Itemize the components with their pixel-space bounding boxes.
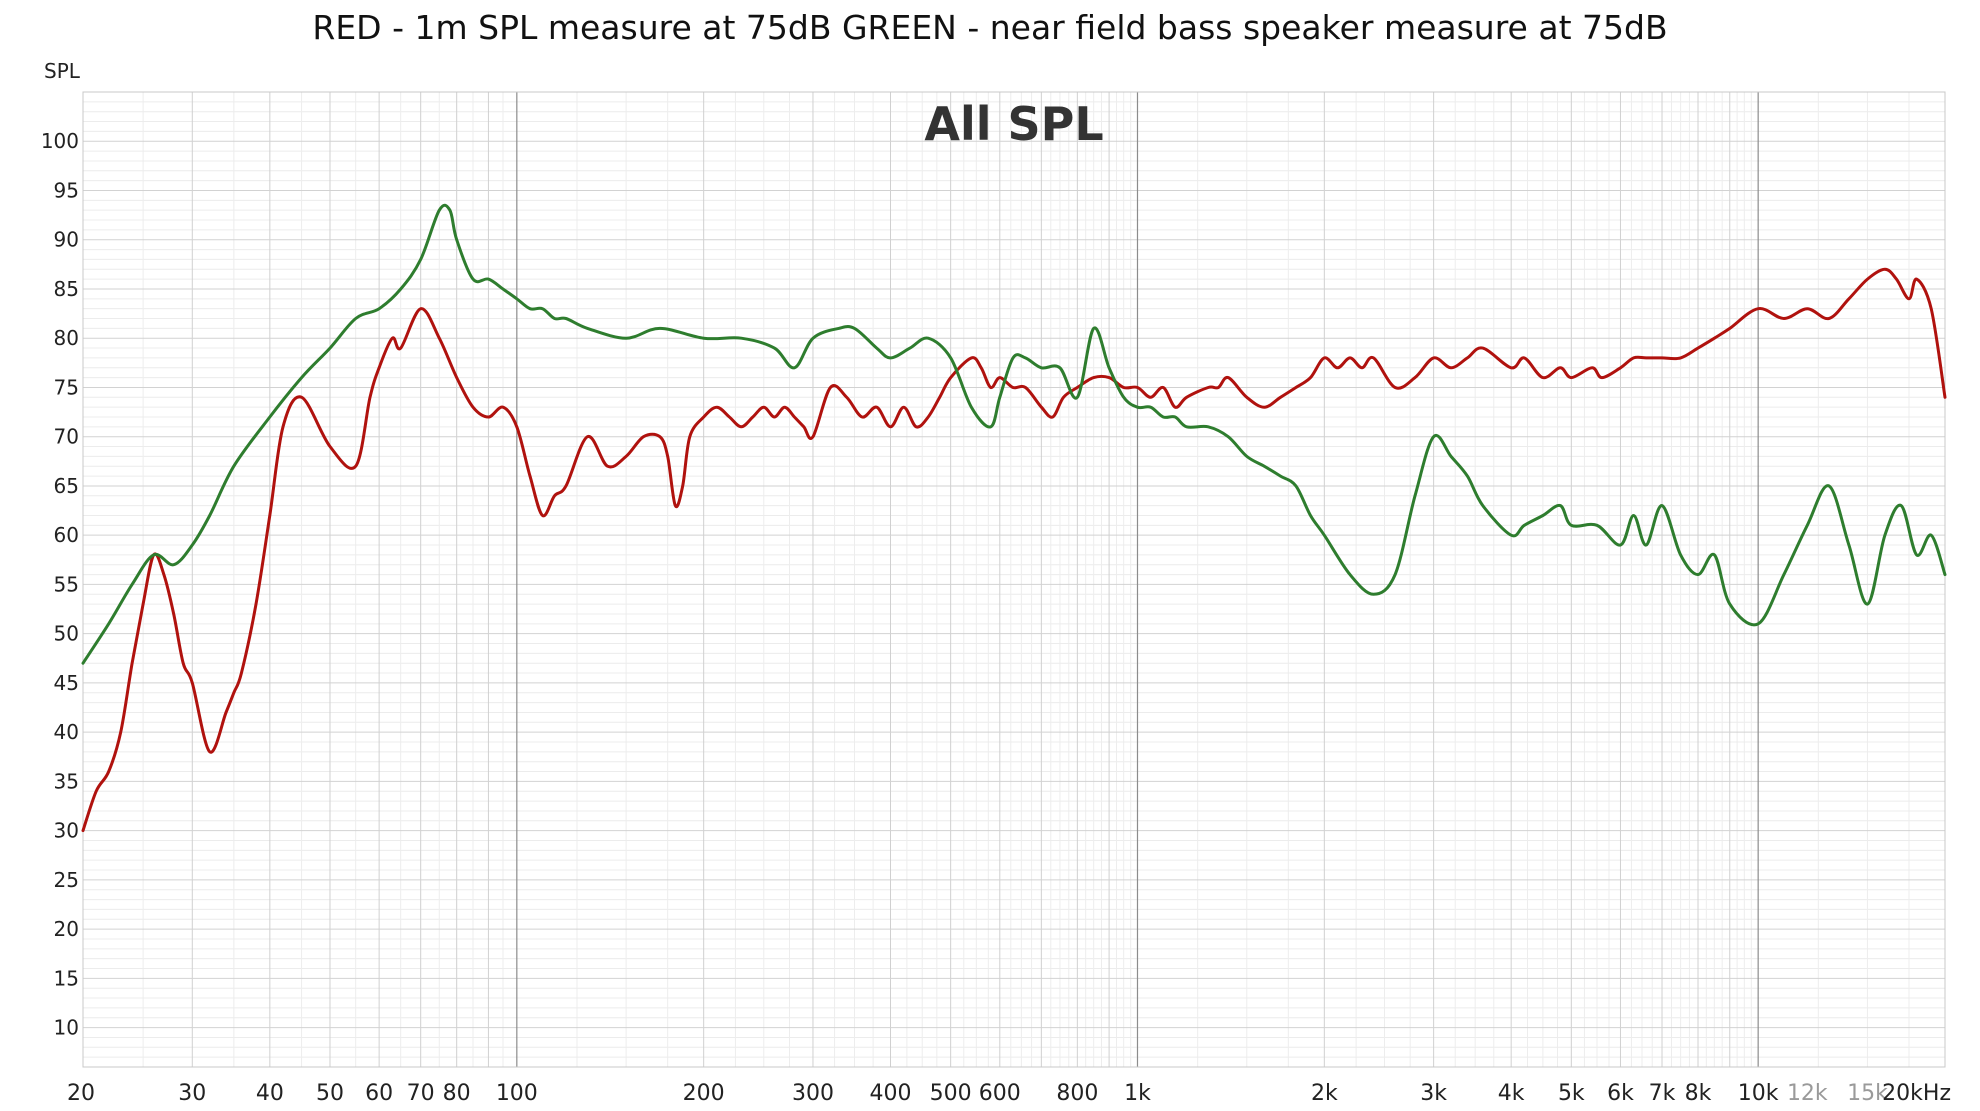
x-tick-label: 1k [1124, 1081, 1151, 1106]
x-tick-label: 10k [1738, 1081, 1779, 1106]
x-tick-label: 100 [496, 1081, 538, 1106]
y-tick-label: 80 [54, 326, 79, 350]
x-tick-label: 800 [1056, 1081, 1098, 1106]
y-tick-label: 45 [54, 671, 79, 695]
x-tick-label: 20 [67, 1081, 95, 1106]
x-tick-label: 400 [870, 1081, 912, 1106]
y-tick-label: 90 [54, 228, 79, 252]
x-tick-label: 8k [1685, 1081, 1712, 1106]
x-tick-label: 30 [178, 1081, 206, 1106]
y-tick-label: 85 [54, 277, 79, 301]
y-tick-label: 20 [54, 917, 79, 941]
chart-title: RED - 1m SPL measure at 75dB GREEN - nea… [312, 8, 1668, 47]
x-tick-label: 80 [443, 1081, 471, 1106]
y-tick-labels: 10 15 20 25 30 35 40 45 50 55 60 65 70 75 80 85 90 95 100 [41, 129, 79, 1039]
x-tick-labels: 20 30 40 50 60 70 80 100 200 300 400 500 600 800 1k 2k 3… [67, 1081, 1951, 1106]
x-tick-label: 6k [1607, 1081, 1634, 1106]
y-tick-label: 95 [54, 178, 79, 202]
x-tick-label: 40 [256, 1081, 284, 1106]
x-tick-label: 5k [1558, 1081, 1585, 1106]
y-tick-label: 100 [41, 129, 79, 153]
y-tick-label: 10 [54, 1016, 79, 1040]
y-tick-label: 50 [54, 622, 79, 646]
y-tick-label: 25 [54, 868, 79, 892]
x-tick-label: 4k [1498, 1081, 1525, 1106]
y-tick-label: 60 [54, 523, 79, 547]
x-tick-label: 7k [1649, 1081, 1676, 1106]
y-tick-label: 40 [54, 720, 79, 744]
y-tick-label: 55 [54, 572, 79, 596]
x-tick-label: 3k [1420, 1081, 1447, 1106]
x-tick-label: 500 [930, 1081, 972, 1106]
chart-annotation: All SPL [924, 97, 1103, 151]
series-line-red [81, 267, 1947, 833]
y-tick-label: 70 [54, 425, 79, 449]
x-tick-label: 20kHz [1882, 1081, 1951, 1106]
x-tick-label: 2k [1311, 1081, 1338, 1106]
x-tick-label: 200 [683, 1081, 725, 1106]
y-tick-label: 65 [54, 474, 79, 498]
x-tick-label: 15k [1847, 1081, 1888, 1106]
x-tick-label: 12k [1787, 1081, 1828, 1106]
y-tick-label: 75 [54, 375, 79, 399]
y-tick-label: 35 [54, 769, 79, 793]
y-axis-label: SPL [44, 59, 81, 83]
series-line-green [81, 203, 1947, 665]
major-gridlines [83, 91, 1945, 1067]
series-lines [81, 203, 1947, 833]
plot-frame [82, 91, 1946, 1068]
x-tick-label: 300 [792, 1081, 834, 1106]
y-tick-label: 30 [54, 819, 79, 843]
y-tick-label: 15 [54, 966, 79, 990]
x-tick-label: 60 [365, 1081, 393, 1106]
x-tick-label: 50 [316, 1081, 344, 1106]
x-tick-label: 70 [407, 1081, 435, 1106]
minor-gridlines [82, 92, 1946, 1068]
x-tick-label: 600 [979, 1081, 1021, 1106]
